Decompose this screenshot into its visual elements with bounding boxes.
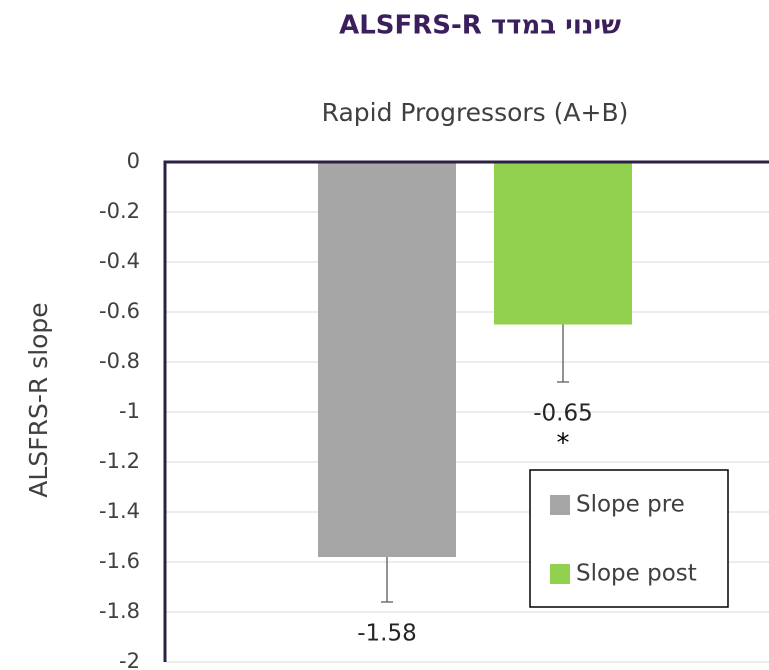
y-tick-label: -0.4 [99, 249, 140, 273]
annotation: * [557, 429, 570, 459]
y-tick-label: -1.4 [99, 499, 140, 523]
error-bar [557, 324, 569, 383]
data-label: -1.58 [357, 621, 417, 647]
y-tick-label: -0.2 [99, 199, 140, 223]
data-label: -0.65 [533, 401, 593, 427]
y-tick-label: 0 [127, 149, 140, 173]
legend-swatch [550, 495, 570, 515]
y-tick-label: -1 [119, 399, 140, 423]
bar [318, 162, 456, 557]
y-tick-label: -0.6 [99, 299, 140, 323]
y-tick-label: -0.8 [99, 349, 140, 373]
chart-title: שינוי במדד ALSFRS-R [339, 11, 621, 41]
legend-label: Slope post [576, 561, 697, 587]
bar [494, 162, 632, 325]
y-tick-label: -1.6 [99, 549, 140, 573]
y-axis-label: ALSFRS-R slope [24, 302, 53, 497]
y-tick-label: -1.2 [99, 449, 140, 473]
legend-label: Slope pre [576, 492, 685, 518]
y-tick-label: -1.8 [99, 599, 140, 623]
legend-box [529, 469, 729, 608]
axis-frame [163, 160, 769, 662]
error-bar [381, 557, 393, 603]
y-tick-label: -2 [119, 649, 140, 670]
legend-swatch [550, 564, 570, 584]
chart-subtitle: Rapid Progressors (A+B) [322, 98, 629, 127]
